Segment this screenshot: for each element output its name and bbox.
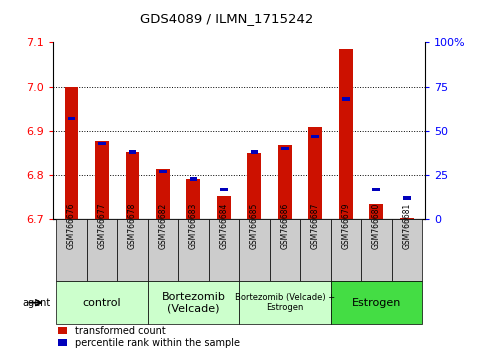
Bar xyxy=(86,219,117,281)
Text: control: control xyxy=(83,298,121,308)
Text: GSM766676: GSM766676 xyxy=(67,203,76,249)
Bar xyxy=(56,281,148,324)
Bar xyxy=(156,169,170,219)
Bar xyxy=(300,219,330,281)
Text: GSM766680: GSM766680 xyxy=(372,203,381,249)
Bar xyxy=(68,117,75,120)
Bar xyxy=(369,204,383,219)
Bar xyxy=(95,141,109,219)
Text: GSM766678: GSM766678 xyxy=(128,203,137,249)
Bar xyxy=(309,126,322,219)
Bar xyxy=(281,147,289,150)
Bar xyxy=(312,135,319,138)
Bar xyxy=(342,97,350,101)
Bar xyxy=(372,188,380,191)
Bar xyxy=(251,150,258,154)
Bar xyxy=(148,219,178,281)
Bar xyxy=(339,49,353,219)
Bar xyxy=(270,219,300,281)
Bar xyxy=(361,219,392,281)
Text: GSM766686: GSM766686 xyxy=(280,203,289,249)
Legend: transformed count, percentile rank within the sample: transformed count, percentile rank withi… xyxy=(58,326,240,348)
Bar xyxy=(209,219,239,281)
Bar xyxy=(56,219,86,281)
Text: GSM766684: GSM766684 xyxy=(219,203,228,249)
Text: GSM766683: GSM766683 xyxy=(189,203,198,249)
Bar xyxy=(148,281,239,324)
Text: GDS4089 / ILMN_1715242: GDS4089 / ILMN_1715242 xyxy=(141,12,313,25)
Bar xyxy=(178,219,209,281)
Bar xyxy=(400,218,413,219)
Text: Bortezomib (Velcade) +
Estrogen: Bortezomib (Velcade) + Estrogen xyxy=(235,293,335,312)
Text: GSM766682: GSM766682 xyxy=(158,203,168,249)
Text: GSM766681: GSM766681 xyxy=(402,203,411,249)
Bar xyxy=(98,142,106,145)
Text: GSM766677: GSM766677 xyxy=(98,203,106,249)
Bar xyxy=(239,219,270,281)
Bar xyxy=(278,145,292,219)
Text: GSM766679: GSM766679 xyxy=(341,203,350,249)
Bar xyxy=(117,219,148,281)
Bar xyxy=(128,150,136,154)
Bar xyxy=(65,87,78,219)
Bar xyxy=(239,281,330,324)
Bar xyxy=(189,177,197,181)
Bar xyxy=(330,281,422,324)
Text: Bortezomib
(Velcade): Bortezomib (Velcade) xyxy=(161,292,225,314)
Bar xyxy=(126,152,139,219)
Bar xyxy=(247,153,261,219)
Bar xyxy=(403,196,411,200)
Bar xyxy=(330,219,361,281)
Bar xyxy=(220,188,227,191)
Bar xyxy=(392,219,422,281)
Bar xyxy=(217,196,231,219)
Text: GSM766687: GSM766687 xyxy=(311,203,320,249)
Text: agent: agent xyxy=(23,298,51,308)
Text: GSM766685: GSM766685 xyxy=(250,203,259,249)
Bar xyxy=(159,170,167,173)
Text: Estrogen: Estrogen xyxy=(352,298,401,308)
Bar xyxy=(186,179,200,219)
